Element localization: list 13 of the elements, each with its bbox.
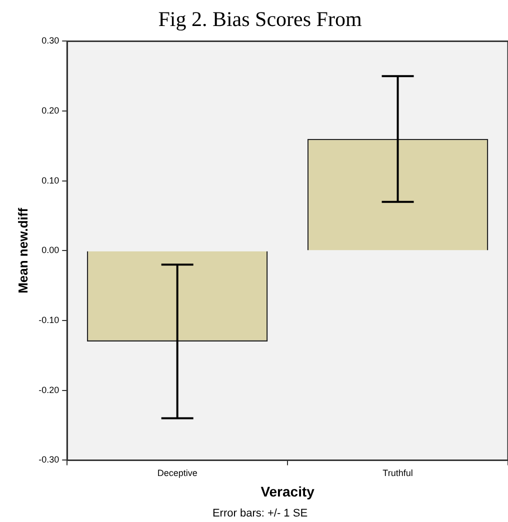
y-tick-label: 0.30 xyxy=(42,36,60,46)
y-tick-label: 0.20 xyxy=(42,106,60,116)
x-axis-title: Veracity xyxy=(260,483,315,500)
y-tick-label: -0.20 xyxy=(38,384,60,395)
y-tick-label: 0.10 xyxy=(42,175,60,186)
x-tick-label: Deceptive xyxy=(157,468,198,478)
x-tick-label: Truthful xyxy=(382,468,413,478)
chart-title: Fig 2. Bias Scores From xyxy=(158,7,362,32)
y-tick-label: -0.10 xyxy=(38,315,60,326)
text: Error bars: +/- 1 SE xyxy=(212,507,308,520)
y-tick-label: -0.30 xyxy=(38,454,60,465)
y-axis-title: Mean new.diff xyxy=(15,207,30,294)
y-tick-label: 0.00 xyxy=(42,245,60,256)
